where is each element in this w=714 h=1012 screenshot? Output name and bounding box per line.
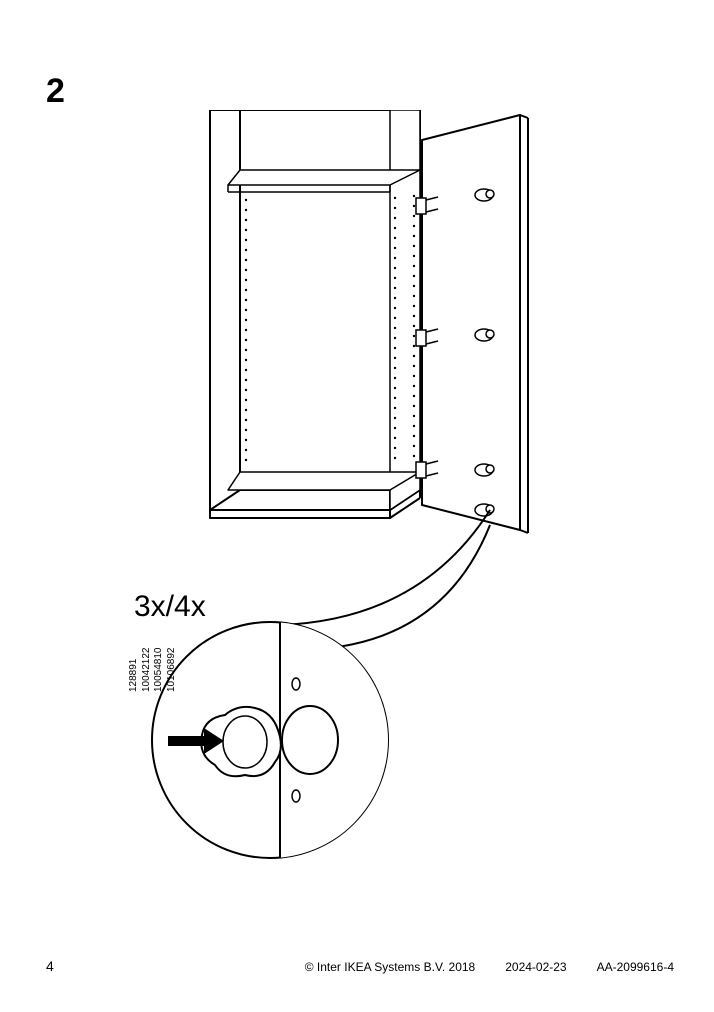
copyright-text: © Inter IKEA Systems B.V. 2018: [305, 960, 475, 974]
part-number-4: 10106892: [166, 602, 179, 692]
page-footer: 4 © Inter IKEA Systems B.V. 2018 2024-02…: [46, 958, 674, 974]
cabinet-diagram: [190, 110, 570, 540]
part-number-1: 128891: [128, 602, 141, 692]
assembly-page: 2: [0, 0, 714, 1012]
step-number: 2: [46, 72, 65, 111]
part-numbers: 128891 10042122 10054810 10106892: [128, 602, 178, 692]
part-number-2: 10042122: [141, 602, 154, 692]
document-id: AA-2099616-4: [597, 960, 674, 974]
footer-date: 2024-02-23: [505, 960, 566, 974]
page-number: 4: [46, 958, 54, 974]
part-number-3: 10054810: [153, 602, 166, 692]
